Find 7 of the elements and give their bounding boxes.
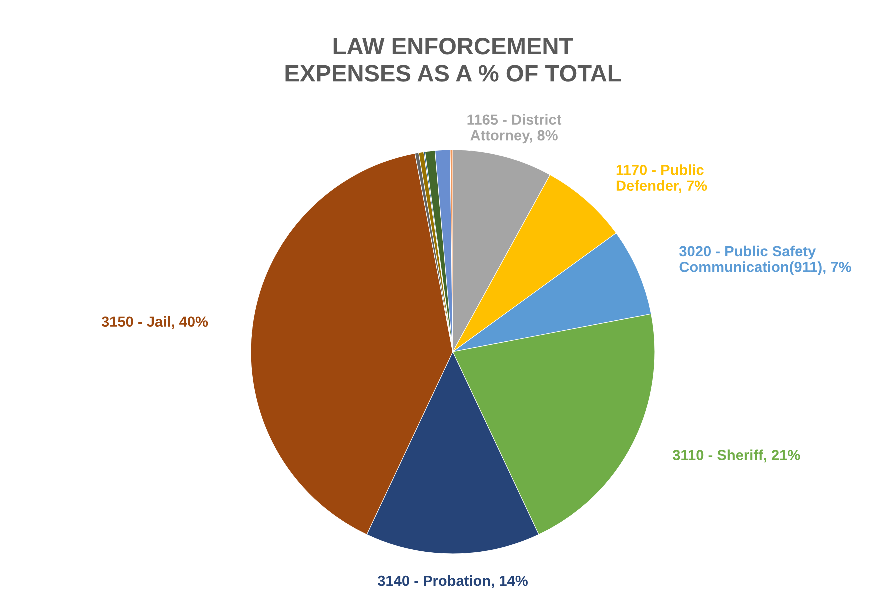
slice-label: 3110 - Sheriff, 21%	[672, 450, 800, 463]
slice-label: 1165 - District Attorney, 8%	[468, 114, 562, 144]
slice-label: 3020 - Public Safety Communication(911), 7%	[680, 246, 852, 276]
slice-label: 3150 - Jail, 40%	[102, 316, 208, 330]
chart-title: LAW ENFORCEMENT EXPENSES AS A % OF TOTAL	[286, 38, 622, 82]
slice-label: 3140 - Probation, 14%	[378, 575, 528, 588]
slice-label: 1170 - Public Defender, 7%	[616, 164, 708, 194]
